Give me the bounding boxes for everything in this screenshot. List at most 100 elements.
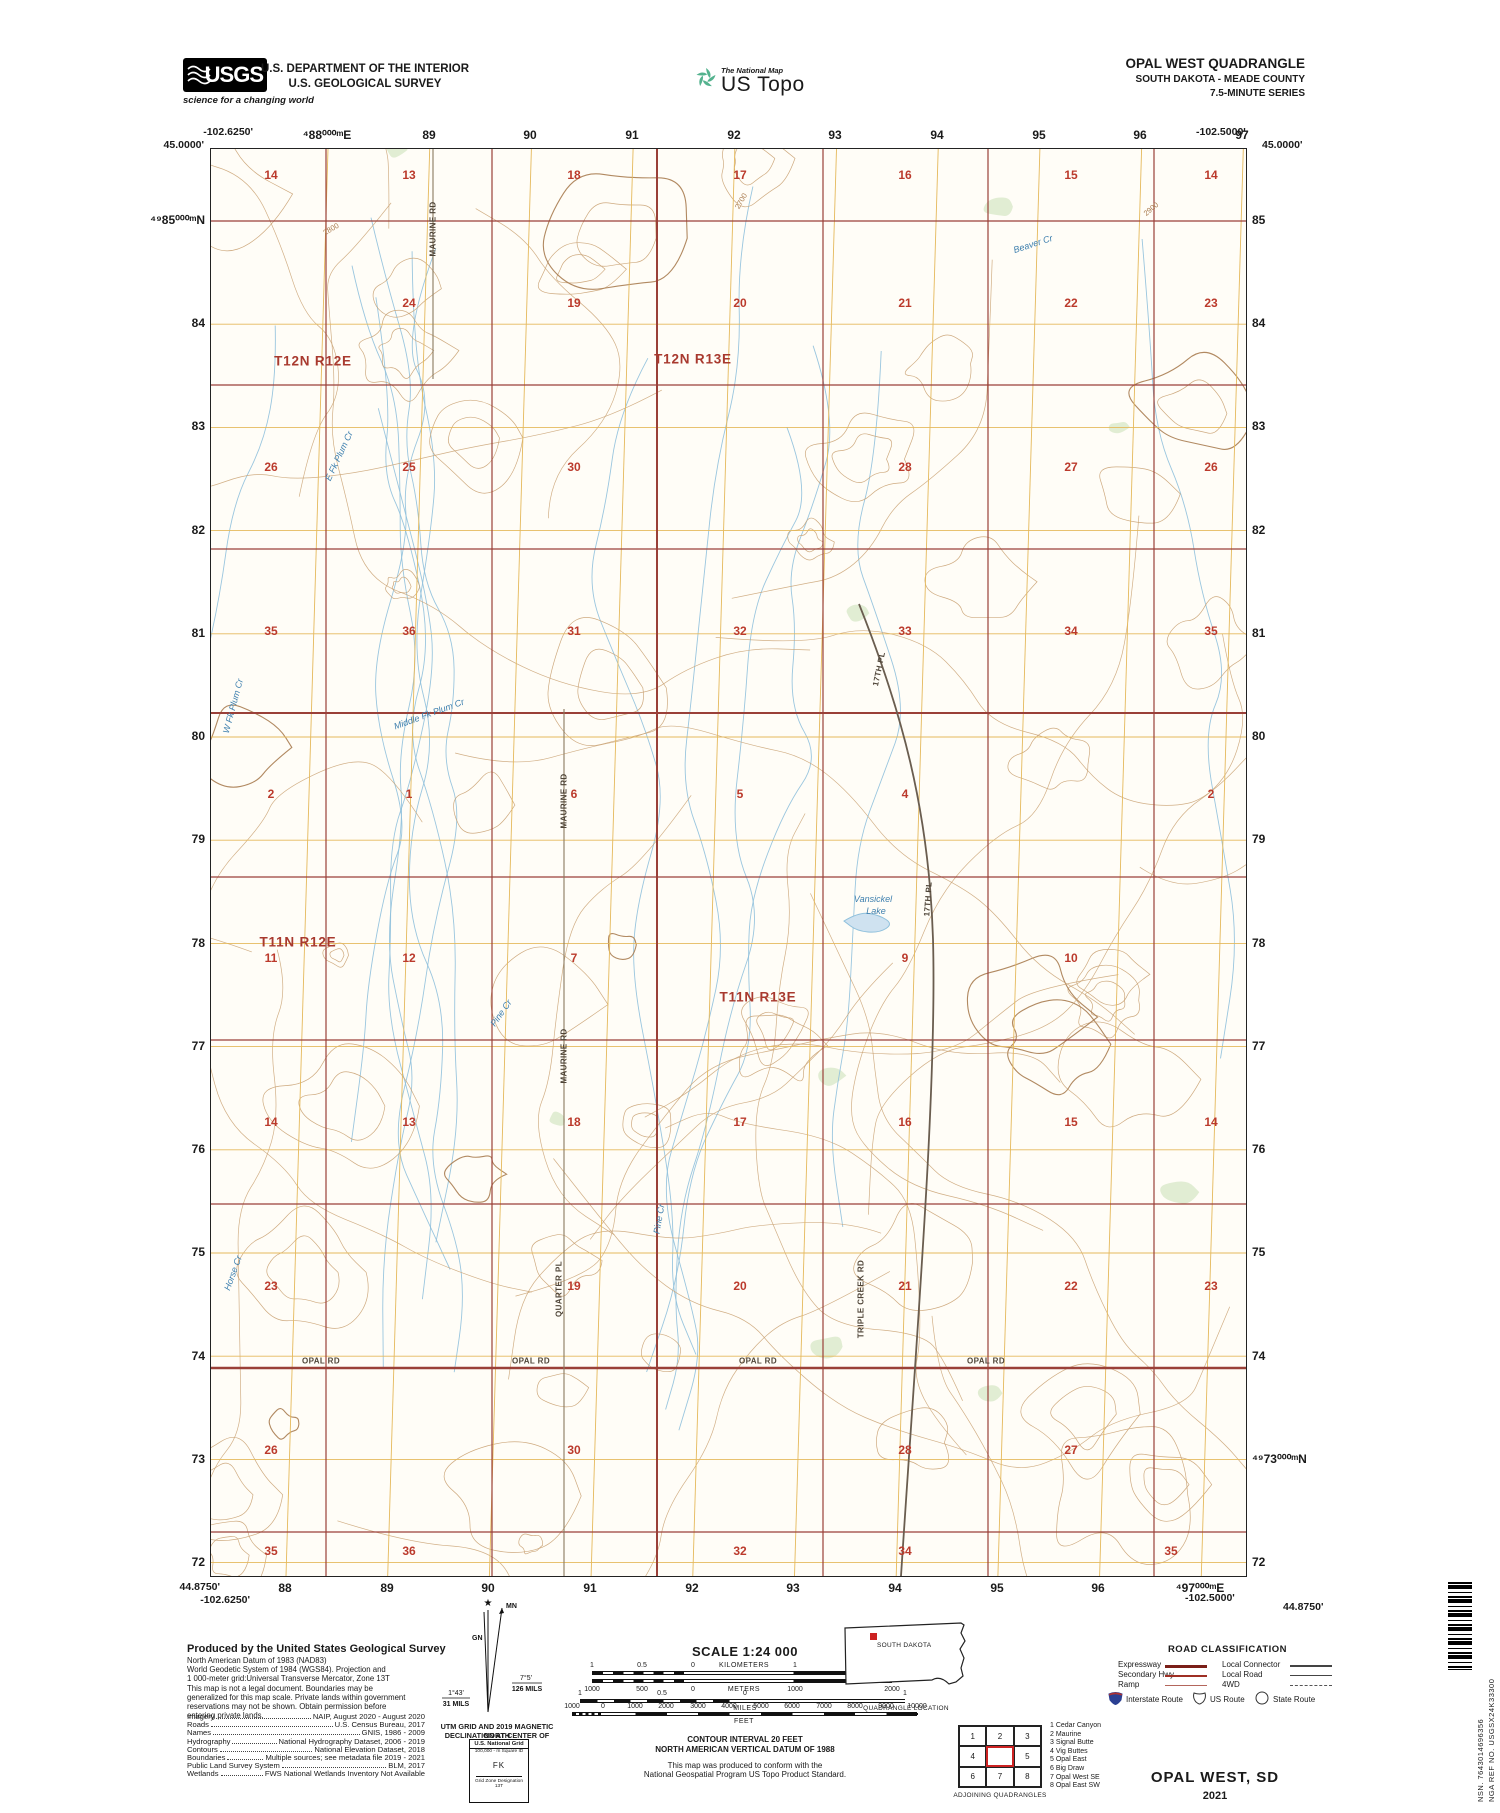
- source-row: Contours National Elevation Dataset, 2018: [187, 1745, 425, 1754]
- northing-label: 83: [1252, 419, 1266, 433]
- section-number: 1: [405, 787, 413, 801]
- road-label: 17TH PL: [870, 651, 888, 687]
- section-number: 17: [733, 1115, 747, 1129]
- northing-label: 72: [1252, 1555, 1266, 1569]
- utm-grid: [211, 149, 1246, 1576]
- section-number: 28: [898, 460, 912, 474]
- section-number: 30: [567, 1443, 581, 1457]
- usng-box: U.S. National Grid 100,000 - m Square ID…: [469, 1739, 529, 1803]
- scale-bar-subdivisions: [593, 1680, 694, 1682]
- section-number: 18: [567, 1115, 581, 1129]
- usgs-wordmark: USGS: [204, 62, 264, 87]
- easting-label: 92: [685, 1581, 699, 1595]
- svg-text:1°43': 1°43': [448, 1689, 464, 1697]
- contour-elevation-label: 2900: [1141, 200, 1161, 218]
- quad-title: OPAL WEST QUADRANGLE: [1125, 56, 1305, 71]
- contour-interval-note: CONTOUR INTERVAL 20 FEET: [687, 1735, 803, 1744]
- source-leader: [232, 1742, 277, 1744]
- road-label: QUARTER PL: [554, 1261, 564, 1317]
- section-number: 17: [733, 168, 747, 182]
- adjoining-cell: 3: [1013, 1726, 1041, 1747]
- interstate-shield-icon: [1108, 1691, 1123, 1710]
- section-number: 13: [402, 168, 416, 182]
- water-label: Lake: [866, 906, 886, 916]
- credit-datum-line: World Geodetic System of 1984 (WGS84). P…: [187, 1665, 386, 1674]
- source-key: Public Land Survey System: [187, 1761, 280, 1771]
- road-class-label: Local Road: [1222, 1670, 1263, 1679]
- scale-bar-segments: [746, 1700, 906, 1702]
- corner-coord-sw-lon: -102.6250': [200, 1594, 250, 1606]
- section-number: 35: [264, 1544, 278, 1558]
- section-number: 27: [1064, 1443, 1078, 1457]
- easting-label: 91: [583, 1581, 597, 1595]
- source-key: Hydrography: [187, 1736, 231, 1746]
- adjoining-caption: ADJOINING QUADRANGLES: [953, 1792, 1047, 1799]
- township-label: T11N R12E: [259, 934, 337, 950]
- plss-section-lines: [211, 149, 1246, 1576]
- svg-text:★: ★: [484, 1598, 493, 1609]
- northing-label: 75: [1252, 1245, 1266, 1259]
- section-number: 36: [402, 624, 416, 638]
- svg-text:7°5': 7°5': [520, 1674, 532, 1682]
- section-number: 14: [264, 1115, 278, 1129]
- credit-legal-line: generalized for this map scale. Private …: [187, 1693, 406, 1702]
- quadrangle-location-caption: QUADRANGLE LOCATION: [863, 1705, 949, 1712]
- easting-label: 90: [481, 1581, 495, 1595]
- source-value: GNIS, 1986 - 2009: [361, 1728, 425, 1738]
- scale-tick-label: 9000: [878, 1703, 894, 1710]
- road-class-line-connector: [1290, 1665, 1332, 1667]
- section-number: 6: [570, 787, 578, 801]
- scale-tick-label: 0: [601, 1703, 605, 1710]
- water-label: Middle Fk Plum Cr: [392, 696, 466, 732]
- road-label: 17TH PL: [922, 881, 934, 917]
- scale-unit-label: FEET: [734, 1718, 754, 1725]
- section-number: 13: [402, 1115, 416, 1129]
- source-leader: [227, 1759, 264, 1760]
- source-row: Boundaries Multiple sources; see metadata…: [187, 1753, 425, 1762]
- northing-label: ⁴⁹73⁰⁰⁰ᵐN: [1252, 1452, 1307, 1466]
- water-label: Vansickel: [853, 894, 893, 904]
- road-label: TRIPLE CREEK RD: [856, 1259, 866, 1339]
- scale-tick-label: 1: [590, 1662, 594, 1669]
- usng-title: U.S. National Grid: [470, 1740, 528, 1749]
- corner-coord-sw-lat: 44.8750': [179, 1581, 220, 1593]
- easting-label: 89: [422, 128, 436, 142]
- road-label: MAURINE RD: [559, 1028, 569, 1084]
- section-number: 25: [402, 460, 416, 474]
- section-number: 32: [733, 1544, 747, 1558]
- easting-label: 94: [930, 128, 944, 142]
- section-number: 33: [898, 624, 912, 638]
- section-number: 20: [733, 1279, 747, 1293]
- township-label: T12N R13E: [654, 351, 732, 367]
- northing-label: 85: [1252, 213, 1266, 227]
- map-canvas: 14 13 18 17 16 15 14 24 19 20 21 22 23 26 25 30 28 27 26 35…: [210, 148, 1247, 1577]
- section-number: 35: [1164, 1544, 1178, 1558]
- road-label: OPAL RD: [301, 1356, 341, 1366]
- northing-label: 84: [1252, 316, 1266, 330]
- south-dakota-outline: [844, 1622, 966, 1685]
- water-label: Pine Cr: [488, 997, 514, 1029]
- scale-tick-label: 1000: [787, 1686, 803, 1693]
- ustopo-pinwheel-icon: [696, 68, 716, 87]
- declination-diagram: ★ MN GN 7°5' 126 MILS 1°43' 31 MILS: [442, 1598, 542, 1713]
- scale-title: SCALE 1:24 000: [692, 1644, 798, 1659]
- section-number: 23: [1204, 1279, 1218, 1293]
- section-number: 34: [898, 1544, 912, 1558]
- source-leader: [219, 1750, 313, 1752]
- section-number: 16: [898, 168, 912, 182]
- section-number: 31: [567, 624, 581, 638]
- section-number: 24: [402, 296, 416, 310]
- road-label: OPAL RD: [511, 1356, 551, 1366]
- scale-bar: [572, 1712, 918, 1716]
- adjoining-cell: 7: [986, 1766, 1014, 1787]
- section-number: 26: [264, 460, 278, 474]
- easting-label: 90: [523, 128, 537, 142]
- credit-legal-line: reservations may not be shown. Obtain pe…: [187, 1702, 387, 1711]
- quad-subtitle: SOUTH DAKOTA - MEADE COUNTY: [1135, 74, 1305, 85]
- svg-text:31 MILS: 31 MILS: [443, 1701, 470, 1708]
- scale-tick-label: 500: [636, 1686, 648, 1693]
- section-number: 12: [402, 951, 416, 965]
- source-row: Roads U.S. Census Bureau, 2017: [187, 1720, 425, 1729]
- section-number: 2: [1207, 787, 1215, 801]
